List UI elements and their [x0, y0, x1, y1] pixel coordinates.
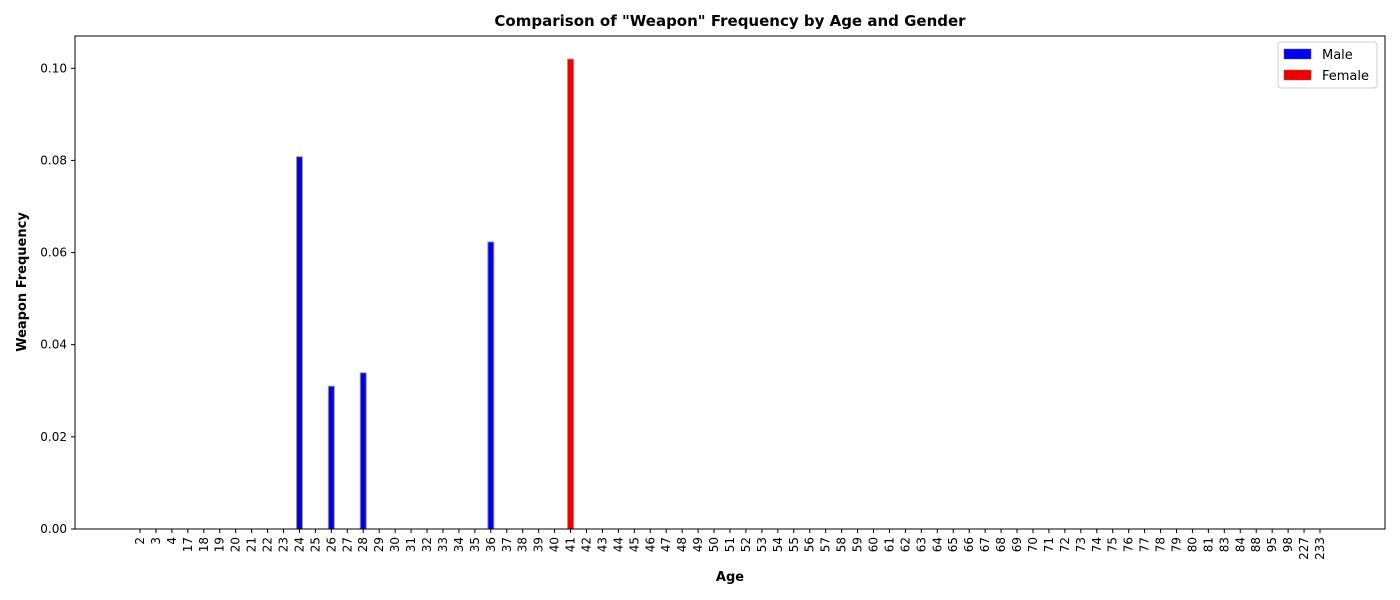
x-tick-label: 54 — [771, 537, 785, 552]
x-tick-label: 41 — [564, 537, 578, 552]
y-tick-label: 0.08 — [40, 153, 67, 167]
x-tick-label: 56 — [803, 537, 817, 552]
x-tick-label: 2 — [133, 537, 147, 545]
x-tick-label: 40 — [548, 537, 562, 552]
x-tick-label: 38 — [516, 537, 530, 552]
bar-male-age-36 — [487, 241, 495, 530]
x-tick-label: 52 — [739, 537, 753, 552]
x-tick-label: 83 — [1217, 537, 1231, 552]
x-tick-label: 51 — [723, 537, 737, 552]
x-tick-label: 76 — [1122, 537, 1136, 552]
x-tick-label: 79 — [1169, 537, 1183, 552]
x-tick-label: 64 — [930, 537, 944, 552]
x-tick-label: 73 — [1074, 537, 1088, 552]
x-tick-label: 30 — [388, 537, 402, 552]
x-tick-label: 78 — [1154, 537, 1168, 552]
x-tick-label: 34 — [452, 537, 466, 552]
x-tick-label: 47 — [659, 537, 673, 552]
x-tick-label: 33 — [436, 537, 450, 552]
x-tick-label: 67 — [978, 537, 992, 552]
x-tick-label: 22 — [261, 537, 275, 552]
x-tick-label: 17 — [181, 537, 195, 552]
x-tick-label: 19 — [213, 537, 227, 552]
x-tick-label: 35 — [468, 537, 482, 552]
legend-swatch-male — [1283, 48, 1312, 60]
x-tick-label: 26 — [324, 537, 338, 552]
x-tick-label: 60 — [867, 537, 881, 552]
x-tick-label: 27 — [340, 537, 354, 552]
y-tick-label: 0.10 — [40, 61, 67, 75]
legend-label-female: Female — [1322, 69, 1369, 84]
x-tick-label: 58 — [835, 537, 849, 552]
x-tick-label: 59 — [851, 537, 865, 552]
y-tick-label: 0.06 — [40, 246, 67, 260]
x-tick-label: 80 — [1185, 537, 1199, 552]
bar-male-age-24 — [295, 156, 303, 530]
chart-title: Comparison of "Weapon" Frequency by Age … — [494, 12, 966, 30]
x-tick-label: 46 — [643, 537, 657, 552]
x-tick-label: 50 — [707, 537, 721, 552]
bar-female-age-41 — [567, 58, 575, 530]
legend-swatch-female — [1283, 69, 1312, 81]
x-tick-label: 66 — [962, 537, 976, 552]
x-tick-label: 63 — [914, 537, 928, 552]
x-tick-label: 45 — [627, 537, 641, 552]
bar-male-age-28 — [359, 372, 367, 530]
x-tick-label: 74 — [1090, 537, 1104, 552]
x-tick-label: 23 — [277, 537, 291, 552]
x-tick-label: 31 — [404, 537, 418, 552]
x-tick-label: 21 — [245, 537, 259, 552]
x-tick-label: 95 — [1265, 537, 1279, 552]
x-tick-label: 84 — [1233, 537, 1247, 552]
x-tick-label: 77 — [1138, 537, 1152, 552]
x-tick-label: 29 — [372, 537, 386, 552]
x-tick-label: 62 — [898, 537, 912, 552]
y-tick-label: 0.02 — [40, 430, 67, 444]
x-tick-label: 61 — [882, 537, 896, 552]
x-tick-label: 70 — [1026, 537, 1040, 552]
x-tick-label: 233 — [1313, 537, 1327, 560]
x-tick-label: 28 — [356, 537, 370, 552]
plot-frame — [74, 35, 1386, 530]
x-tick-label: 18 — [197, 537, 211, 552]
x-tick-label: 32 — [420, 537, 434, 552]
x-tick-label: 65 — [946, 537, 960, 552]
x-tick-label: 53 — [755, 537, 769, 552]
x-tick-label: 55 — [787, 537, 801, 552]
x-tick-label: 49 — [691, 537, 705, 552]
x-tick-label: 43 — [595, 537, 609, 552]
x-tick-label: 20 — [229, 537, 243, 552]
x-tick-label: 71 — [1042, 537, 1056, 552]
x-axis: 2 3 4 17 18 19 20 21 22 23 24 25 26 27 28 29 30 31 32 33 34 3… — [133, 529, 1327, 560]
x-tick-label: 3 — [149, 537, 163, 545]
legend-label-male: Male — [1322, 48, 1353, 63]
x-tick-label: 36 — [484, 537, 498, 552]
x-tick-label: 24 — [292, 537, 306, 552]
bar-male-age-26 — [327, 385, 335, 530]
y-axis-label: Weapon Frequency — [15, 212, 30, 352]
x-tick-label: 227 — [1297, 537, 1311, 560]
x-tick-label: 48 — [675, 537, 689, 552]
y-tick-label: 0.04 — [40, 338, 67, 352]
x-tick-label: 39 — [532, 537, 546, 552]
x-tick-label: 25 — [308, 537, 322, 552]
x-tick-label: 57 — [819, 537, 833, 552]
bars-layer — [295, 58, 575, 530]
y-axis: 0.00 0.02 0.04 0.06 0.08 0.10 — [40, 61, 75, 536]
x-tick-label: 72 — [1058, 537, 1072, 552]
x-axis-label: Age — [716, 570, 744, 585]
x-tick-label: 88 — [1249, 537, 1263, 552]
y-tick-label: 0.00 — [40, 522, 67, 536]
x-tick-label: 81 — [1201, 537, 1215, 552]
x-tick-label: 4 — [165, 537, 179, 545]
x-tick-label: 69 — [1010, 537, 1024, 552]
x-tick-label: 75 — [1106, 537, 1120, 552]
x-tick-label: 44 — [611, 537, 625, 552]
x-tick-label: 68 — [994, 537, 1008, 552]
legend: Male Female — [1277, 41, 1378, 89]
x-tick-label: 37 — [500, 537, 514, 552]
x-tick-label: 42 — [579, 537, 593, 552]
x-tick-label: 98 — [1281, 537, 1295, 552]
